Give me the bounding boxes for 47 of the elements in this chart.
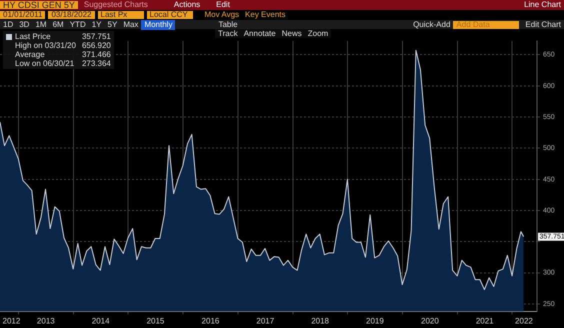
x-tick-label: 2020	[421, 316, 440, 326]
chart-title: HY CDSI GEN 5Y	[0, 0, 78, 10]
text: 5Y	[106, 20, 118, 30]
text: Table	[217, 20, 239, 30]
text: Monthly	[141, 20, 176, 30]
text: 03/18/2022	[48, 10, 94, 19]
text: Mov Avgs	[204, 10, 240, 20]
text: Edit	[215, 0, 231, 10]
annotation: Low on 06/30/21	[14, 59, 74, 68]
x-tick-label: 2015	[146, 316, 165, 326]
text: Last Px	[98, 10, 144, 19]
annotation: Average	[14, 50, 45, 59]
x-tick-label: 2019	[366, 316, 384, 326]
text: 6M	[52, 20, 65, 30]
annotation: 371.466	[82, 50, 111, 59]
annotation: High on 03/31/20	[14, 41, 76, 50]
x-tick-label: 2012	[2, 316, 21, 326]
text: 1D	[2, 20, 14, 30]
x-tick-label: 2017	[256, 316, 275, 326]
text: Annotate	[242, 28, 277, 38]
text: Zoom	[306, 28, 330, 38]
text: Actions	[172, 0, 202, 10]
text: Local CCY	[146, 10, 192, 19]
text: 1Y	[90, 20, 103, 30]
x-tick-label: 2022	[515, 316, 534, 326]
text: Suggested Charts	[82, 0, 149, 10]
text: 3D	[18, 20, 30, 30]
text: Edit Chart	[524, 20, 562, 30]
text: YTD	[68, 20, 87, 30]
text: 01/01/2011	[0, 10, 46, 19]
text: 1M	[34, 20, 48, 30]
text: Key Events	[244, 10, 287, 20]
x-tick-label: 2016	[202, 316, 220, 326]
text: Track	[217, 28, 239, 38]
x-tick-label: 2021	[476, 316, 494, 326]
annotation: 273.364	[82, 59, 111, 68]
x-tick-label: 2013	[36, 316, 56, 326]
text: Quick-Add	[412, 20, 452, 30]
x-tick-label: 2018	[311, 316, 330, 326]
chart-subtitle: Line Chart	[523, 0, 562, 10]
text: News	[280, 28, 303, 38]
legend-label: Last Price	[14, 32, 51, 41]
text: Max	[122, 20, 140, 30]
text: Add Data	[453, 20, 520, 28]
annotation: 656.920	[82, 41, 111, 50]
annotation: 357.751	[82, 32, 111, 41]
x-tick-label: 2014	[92, 316, 110, 326]
